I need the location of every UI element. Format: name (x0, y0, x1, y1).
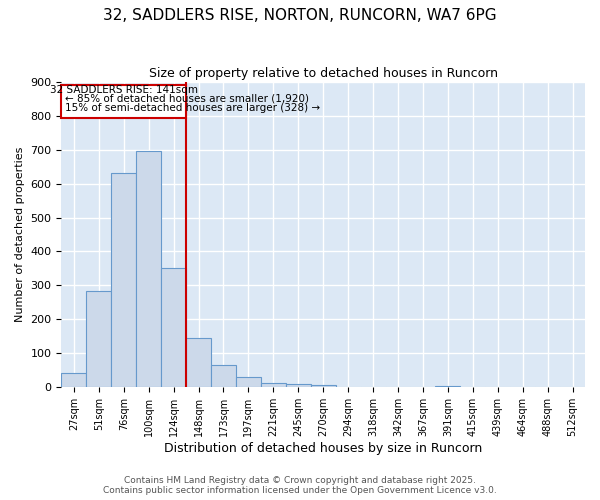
X-axis label: Distribution of detached houses by size in Runcorn: Distribution of detached houses by size … (164, 442, 482, 455)
FancyBboxPatch shape (61, 85, 186, 118)
Bar (211, 366, 236, 388)
Text: 32 SADDLERS RISE: 141sqm: 32 SADDLERS RISE: 141sqm (50, 85, 198, 95)
Bar (436, 386, 460, 388)
Text: 32, SADDLERS RISE, NORTON, RUNCORN, WA7 6PG: 32, SADDLERS RISE, NORTON, RUNCORN, WA7 … (103, 8, 497, 22)
Bar (61, 373, 86, 388)
Title: Size of property relative to detached houses in Runcorn: Size of property relative to detached ho… (149, 68, 498, 80)
Bar (311, 384, 335, 388)
Bar (136, 152, 161, 388)
Y-axis label: Number of detached properties: Number of detached properties (15, 147, 25, 322)
Bar (161, 268, 186, 388)
Bar (186, 338, 211, 388)
Bar (86, 291, 111, 388)
Text: 15% of semi-detached houses are larger (328) →: 15% of semi-detached houses are larger (… (65, 103, 320, 113)
Bar (111, 172, 136, 388)
Bar (236, 377, 261, 388)
Text: ← 85% of detached houses are smaller (1,920): ← 85% of detached houses are smaller (1,… (65, 94, 309, 104)
Text: Contains HM Land Registry data © Crown copyright and database right 2025.
Contai: Contains HM Land Registry data © Crown c… (103, 476, 497, 495)
Bar (261, 384, 286, 388)
Bar (286, 384, 311, 388)
